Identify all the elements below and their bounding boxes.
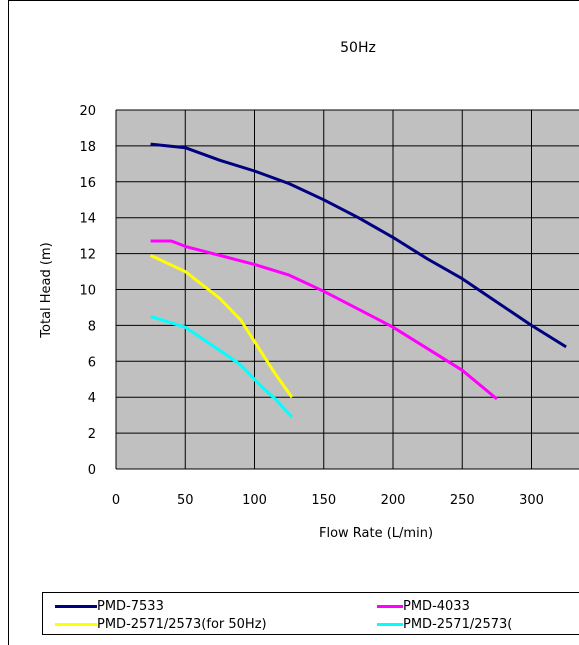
series-line — [149, 254, 294, 399]
y-tick-label: 10 — [79, 284, 96, 299]
chart-frame — [8, 0, 579, 645]
series-lines — [149, 142, 567, 418]
legend-swatch — [377, 623, 403, 626]
chart-title: 50Hz — [340, 40, 376, 56]
series-line — [150, 239, 498, 401]
y-tick-label: 8 — [88, 319, 96, 334]
x-tick-label: 200 — [381, 493, 406, 508]
y-axis-label: Total Head (m) — [39, 242, 54, 338]
legend-swatch — [55, 623, 97, 626]
y-tick-label: 6 — [88, 355, 96, 370]
legend-item: PMD-4033 — [377, 599, 470, 614]
x-axis: 0 50 100 150 200 250 300 — [112, 493, 544, 508]
y-tick-label: 4 — [88, 391, 96, 406]
y-tick-label: 12 — [79, 248, 96, 263]
legend-swatch — [55, 605, 97, 608]
series-line — [150, 142, 567, 349]
legend-label: PMD-2571/2573(for 50Hz) — [97, 617, 267, 632]
legend-label: PMD-7533 — [97, 599, 164, 614]
legend-label: PMD-4033 — [403, 599, 470, 614]
legend-item: PMD-2571/2573(for 50Hz) — [55, 617, 267, 632]
x-tick-label: 100 — [242, 493, 267, 508]
legend-swatch — [377, 605, 403, 608]
x-tick-label: 150 — [311, 493, 336, 508]
legend: PMD-7533 PMD-4033 PMD-2571/2573(for 50Hz… — [42, 592, 579, 635]
y-tick-label: 2 — [88, 427, 96, 442]
legend-label: PMD-2571/2573( — [403, 617, 513, 632]
legend-item: PMD-7533 — [55, 599, 164, 614]
x-tick-label: 300 — [519, 493, 544, 508]
grid-lines — [115, 109, 579, 470]
series-line — [150, 314, 293, 418]
y-tick-label: 14 — [79, 212, 96, 227]
y-tick-label: 0 — [88, 463, 96, 478]
x-tick-label: 250 — [450, 493, 475, 508]
x-tick-label: 50 — [177, 493, 194, 508]
line-chart: 50Hz 0 2 4 6 8 10 12 14 16 18 20 0 50 100 150 200 250 30… — [39, 40, 579, 541]
y-tick-label: 18 — [79, 140, 96, 155]
x-axis-label: Flow Rate (L/min) — [319, 526, 433, 541]
y-tick-label: 16 — [79, 176, 96, 191]
y-tick-label: 20 — [79, 104, 96, 119]
y-axis: 0 2 4 6 8 10 12 14 16 18 20 — [79, 104, 96, 478]
legend-item: PMD-2571/2573( — [377, 617, 512, 632]
x-tick-label: 0 — [112, 493, 120, 508]
